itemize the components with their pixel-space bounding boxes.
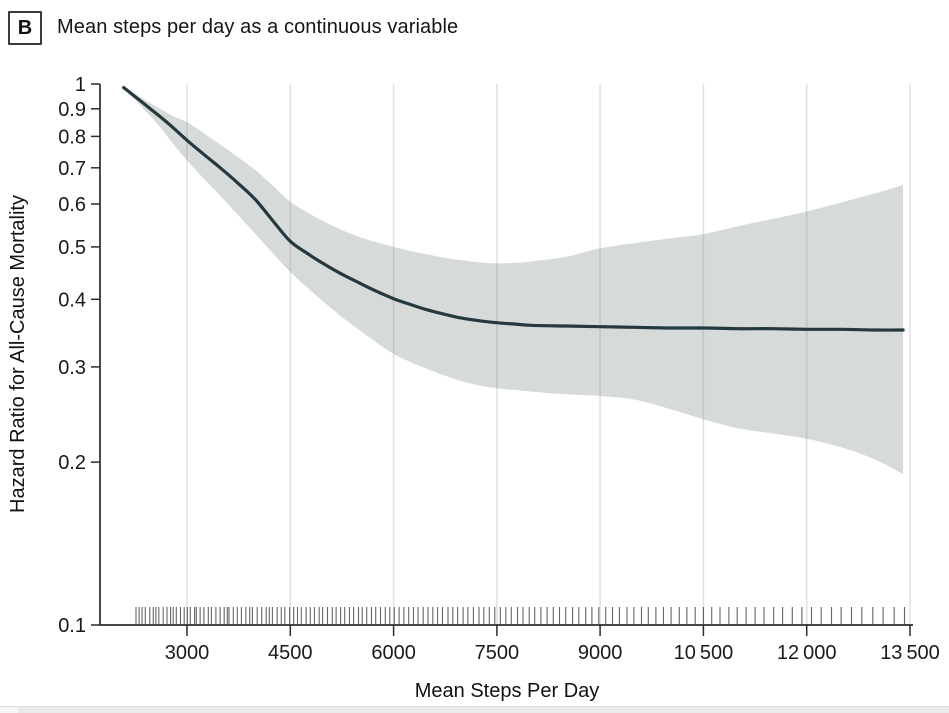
axes-layer: 1 0.9 0.8 0.7 0.6 0.5 0.4 0.3 0.2 0.1 3000 4500 6000… <box>58 74 940 664</box>
y-tick-label: 0.3 <box>58 357 86 379</box>
hazard-curve-layer <box>122 86 905 332</box>
x-axis-title: Mean Steps Per Day <box>415 680 600 702</box>
x-tick-label: 7500 <box>475 642 520 664</box>
y-tick-label: 0.1 <box>58 615 86 637</box>
x-tick-label: 3000 <box>165 642 210 664</box>
confidence-band-layer <box>123 87 904 475</box>
y-tick-label: 0.7 <box>58 158 86 180</box>
x-tick-label: 4500 <box>268 642 313 664</box>
x-tick-label: 13 500 <box>880 642 940 664</box>
hazard-ratio-curve <box>122 86 905 332</box>
gridline-layer <box>186 84 911 624</box>
panel-badge: B <box>8 11 42 45</box>
figure-title: Mean steps per day as a continuous varia… <box>57 16 459 38</box>
confidence-band <box>123 87 904 475</box>
y-tick-label: 0.9 <box>58 99 86 121</box>
scrollbar-track[interactable] <box>18 707 949 713</box>
y-tick-label: 0.2 <box>58 452 86 474</box>
x-tick-label: 10 500 <box>674 642 734 664</box>
y-axis-title: Hazard Ratio for All-Cause Mortality <box>7 195 29 513</box>
y-tick-label: 0.6 <box>58 194 86 216</box>
y-tick-label: 0.4 <box>58 289 86 311</box>
rug-plot-layer <box>135 607 906 624</box>
page-divider <box>0 706 949 713</box>
x-tick-label: 12 000 <box>777 642 837 664</box>
x-tick-label: 9000 <box>578 642 623 664</box>
y-tick-label: 0.5 <box>58 237 86 259</box>
y-tick-label: 1 <box>75 74 86 96</box>
x-tick-label: 6000 <box>371 642 416 664</box>
figure-header: B Mean steps per day as a continuous var… <box>0 0 949 52</box>
y-tick-label: 0.8 <box>58 126 86 148</box>
